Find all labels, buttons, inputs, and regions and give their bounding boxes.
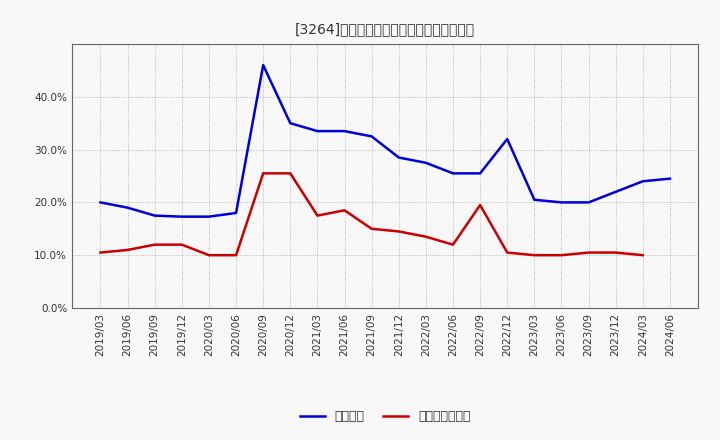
固定比率 <box>178 214 186 219</box>
固定長期適合率 <box>123 247 132 253</box>
固定比率 <box>204 214 213 219</box>
固定長期適合率 <box>232 253 240 258</box>
Title: [3264]　固定比率、固定長期適合率の推移: [3264] 固定比率、固定長期適合率の推移 <box>295 22 475 36</box>
固定比率 <box>421 160 430 165</box>
Line: 固定比率: 固定比率 <box>101 65 670 216</box>
固定長期適合率 <box>611 250 620 255</box>
固定長期適合率 <box>341 208 349 213</box>
固定比率 <box>395 155 403 160</box>
固定比率 <box>367 134 376 139</box>
固定比率 <box>123 205 132 210</box>
固定長期適合率 <box>259 171 268 176</box>
固定長期適合率 <box>639 253 647 258</box>
固定比率 <box>259 62 268 68</box>
固定長期適合率 <box>530 253 539 258</box>
固定長期適合率 <box>584 250 593 255</box>
固定長期適合率 <box>367 226 376 231</box>
固定長期適合率 <box>96 250 105 255</box>
固定比率 <box>150 213 159 218</box>
固定比率 <box>639 179 647 184</box>
固定比率 <box>665 176 674 181</box>
固定比率 <box>503 136 511 142</box>
固定長期適合率 <box>557 253 566 258</box>
固定長期適合率 <box>178 242 186 247</box>
固定長期適合率 <box>395 229 403 234</box>
固定比率 <box>476 171 485 176</box>
固定長期適合率 <box>286 171 294 176</box>
Line: 固定長期適合率: 固定長期適合率 <box>101 173 643 255</box>
固定長期適合率 <box>313 213 322 218</box>
固定比率 <box>611 189 620 194</box>
固定比率 <box>313 128 322 134</box>
固定比率 <box>232 210 240 216</box>
固定長期適合率 <box>421 234 430 239</box>
固定長期適合率 <box>204 253 213 258</box>
固定比率 <box>286 121 294 126</box>
固定長期適合率 <box>476 202 485 208</box>
固定長期適合率 <box>503 250 511 255</box>
固定比率 <box>96 200 105 205</box>
固定比率 <box>449 171 457 176</box>
固定長期適合率 <box>150 242 159 247</box>
Legend: 固定比率, 固定長期適合率: 固定比率, 固定長期適合率 <box>294 406 476 429</box>
固定長期適合率 <box>449 242 457 247</box>
固定比率 <box>341 128 349 134</box>
固定比率 <box>557 200 566 205</box>
固定比率 <box>584 200 593 205</box>
固定比率 <box>530 197 539 202</box>
